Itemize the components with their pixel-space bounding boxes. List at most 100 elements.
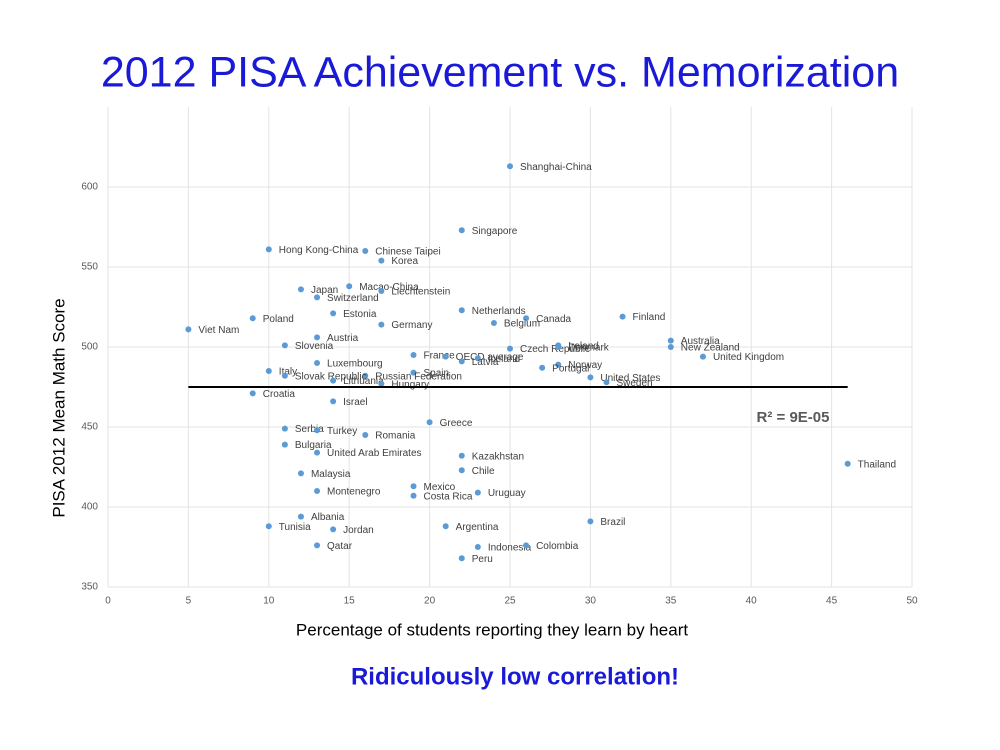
point-label: Hungary xyxy=(391,379,429,390)
point-label: Switzerland xyxy=(327,293,379,304)
point-label: United States xyxy=(600,373,660,384)
point-label: Romania xyxy=(375,431,415,442)
point-label: Tunisia xyxy=(279,522,311,533)
point xyxy=(507,163,513,170)
point-label: Chile xyxy=(472,466,495,477)
point-label: United Arab Emirates xyxy=(327,448,422,459)
point xyxy=(410,352,417,358)
point xyxy=(346,283,353,290)
point-label: Albania xyxy=(311,512,345,523)
y-tick-label: 350 xyxy=(81,582,98,593)
point xyxy=(458,555,465,562)
point xyxy=(442,523,449,530)
point xyxy=(667,344,674,350)
point xyxy=(410,483,417,490)
x-tick-label: 50 xyxy=(906,596,918,607)
point xyxy=(844,460,851,467)
x-tick-label: 45 xyxy=(826,596,838,607)
point-label: Finland xyxy=(633,312,666,323)
point xyxy=(281,425,288,432)
y-axis-label: PISA 2012 Mean Math Score xyxy=(49,298,68,517)
point-label: Viet Nam xyxy=(198,325,239,336)
y-tick-label: 550 xyxy=(81,262,98,273)
point xyxy=(426,419,433,426)
point-label: Poland xyxy=(263,314,294,325)
point xyxy=(474,355,481,362)
y-tick-label: 400 xyxy=(81,502,98,513)
point-label: Slovenia xyxy=(295,341,334,352)
point xyxy=(330,526,337,533)
point-label: Shanghai-China xyxy=(520,162,592,173)
point xyxy=(458,307,465,314)
point-label: Germany xyxy=(391,320,432,331)
point xyxy=(185,326,192,333)
point-label: Russian Federation xyxy=(375,371,462,382)
y-tick-label: 600 xyxy=(81,182,98,193)
point xyxy=(265,368,272,374)
point xyxy=(249,315,256,322)
point-label: Thailand xyxy=(858,459,896,470)
x-tick-label: 40 xyxy=(746,596,758,607)
point xyxy=(362,372,369,379)
point-label: Bulgaria xyxy=(295,440,332,451)
point xyxy=(281,372,288,379)
point-label: OECD average xyxy=(456,352,524,363)
point-label: Greece xyxy=(440,418,473,429)
point xyxy=(410,492,417,499)
point-label: Liechtenstein xyxy=(391,287,450,298)
point-label: Estonia xyxy=(343,309,377,320)
point xyxy=(314,427,321,434)
point xyxy=(587,374,594,381)
point-label: Netherlands xyxy=(472,306,526,317)
point xyxy=(314,360,321,366)
point-label: Portugal xyxy=(552,363,589,374)
point-label: Chinese Taipei xyxy=(375,247,440,258)
point-label: Kazakhstan xyxy=(472,451,524,462)
y-tick-label: 500 xyxy=(81,342,98,353)
point-label: Malaysia xyxy=(311,469,351,480)
point-label: Norway xyxy=(568,360,602,371)
footnote: Ridiculously low correlation! xyxy=(351,663,679,690)
y-tick-label: 450 xyxy=(81,422,98,433)
point xyxy=(362,432,369,438)
point-label: Uruguay xyxy=(488,488,526,499)
point xyxy=(378,380,385,387)
point-label: Singapore xyxy=(472,226,518,237)
x-tick-label: 0 xyxy=(105,596,111,607)
point xyxy=(490,320,497,326)
point-label: Italy xyxy=(279,367,297,378)
point xyxy=(699,353,706,360)
point-label: Canada xyxy=(536,314,571,325)
x-tick-label: 15 xyxy=(344,596,356,607)
point xyxy=(474,544,481,550)
point xyxy=(667,337,674,344)
point-label: Costa Rica xyxy=(424,491,473,502)
point xyxy=(314,294,321,301)
point-label: Belgium xyxy=(504,319,540,330)
point xyxy=(265,523,272,530)
point-label: Argentina xyxy=(456,522,499,533)
point xyxy=(458,358,465,365)
point xyxy=(297,286,304,293)
point xyxy=(507,345,513,352)
x-tick-label: 20 xyxy=(424,596,436,607)
point-label: Sweden xyxy=(616,378,652,389)
point-label: Korea xyxy=(391,256,418,267)
point-label: Latvia xyxy=(472,357,499,368)
point xyxy=(314,334,321,341)
x-tick-label: 5 xyxy=(186,596,192,607)
point xyxy=(410,369,417,376)
point xyxy=(330,398,337,405)
point xyxy=(555,361,562,368)
point xyxy=(281,342,288,349)
point xyxy=(474,489,481,496)
point xyxy=(378,288,385,294)
point-label: Turkey xyxy=(327,426,357,437)
point-label: Luxembourg xyxy=(327,359,383,370)
point-label: Austria xyxy=(327,333,359,344)
point xyxy=(619,313,626,320)
point-label: Serbia xyxy=(295,424,324,435)
point xyxy=(314,488,321,494)
x-tick-label: 25 xyxy=(504,596,516,607)
